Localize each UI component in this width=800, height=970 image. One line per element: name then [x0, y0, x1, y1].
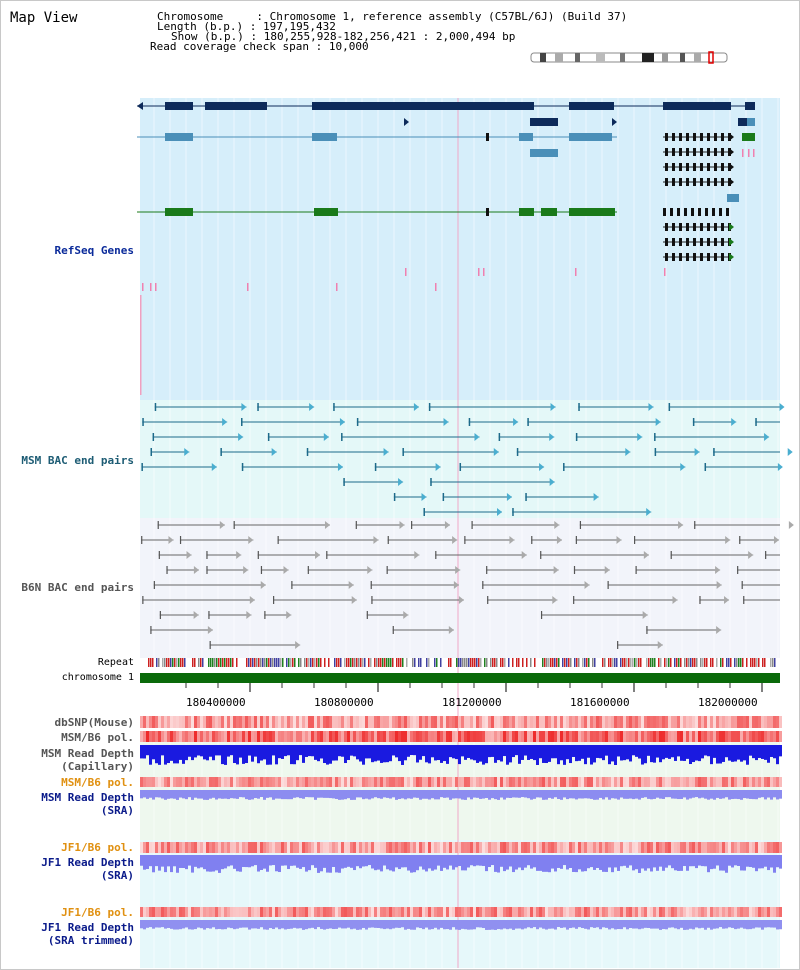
jf1-pol-label: JF1/B6 pol.	[61, 841, 134, 854]
msm-depth-sra-sub: (SRA)	[100, 804, 134, 817]
length-label: Length (b.p.)	[157, 20, 244, 33]
page-title: Map View	[10, 10, 78, 26]
b6n-bac-pairs[interactable]	[141, 521, 800, 649]
repeat-track[interactable]	[148, 658, 776, 667]
length-value: 197,195,432	[262, 20, 336, 33]
axis-tick-label: 182000000	[698, 696, 758, 709]
msm-bac-track-bg	[140, 400, 780, 518]
show-value: 180,255,928-182,256,421 : 2,000,494 bp	[263, 30, 516, 43]
chromosome-label-track: chromosome 1	[61, 672, 134, 683]
dbsnp-label: dbSNP(Mouse)	[54, 716, 134, 729]
refseq-genes-label: RefSeq Genes	[54, 244, 134, 257]
jf1-depth-trim-label: JF1 Read Depth	[41, 921, 134, 934]
grid-lines	[153, 98, 779, 968]
msm-bac-pairs[interactable]	[141, 403, 800, 516]
show-info: Show (b.p.) : 180,255,928-182,256,421 : …	[171, 30, 516, 43]
refseq-ticks	[140, 149, 755, 395]
gene-stacks[interactable]	[663, 133, 755, 261]
chromosome-info: Chromosome : Chromosome 1, reference ass…	[157, 10, 628, 23]
axis-tick-label: 180400000	[186, 696, 246, 709]
b6n-bac-track-bg	[140, 518, 780, 658]
repeat-label: Repeat	[97, 657, 134, 668]
msm-depth-sra-label: MSM Read Depth	[41, 791, 134, 804]
heat-tracks[interactable]	[140, 716, 782, 917]
coverage-label: Read coverage check span	[150, 40, 309, 53]
axis-tick-label: 181200000	[442, 696, 502, 709]
jf1-depth-sra-sub: (SRA)	[100, 869, 134, 882]
refseq-track-bg	[140, 98, 780, 400]
jf1-pol-label-2: JF1/B6 pol.	[61, 906, 134, 919]
chromosome-label: Chromosome	[157, 10, 224, 23]
msm-depth-capillary-label: MSM Read Depth	[41, 747, 134, 760]
msm-pol-label: MSM/B6 pol.	[61, 731, 134, 744]
coverage-info: Read coverage check span : 10,000	[150, 40, 369, 53]
axis-tick-label: 180800000	[314, 696, 374, 709]
show-label: Show (b.p.)	[171, 30, 244, 43]
chromosome-bar[interactable]	[140, 673, 780, 683]
refseq-genes[interactable]	[137, 102, 755, 216]
depth-tracks[interactable]	[140, 745, 782, 930]
jf1-depth-sra-label: JF1 Read Depth	[41, 856, 134, 869]
msm-pol-label-2: MSM/B6 pol.	[61, 776, 134, 789]
axis-tick-marks	[185, 683, 763, 692]
jf1-depth-trim-sub: (SRA trimmed)	[47, 934, 134, 947]
coverage-value: 10,000	[328, 40, 369, 53]
msm-depth-capillary-sub: (Capillary)	[61, 760, 134, 773]
chromosome-value: Chromosome 1, reference assembly (C57BL/…	[269, 10, 628, 23]
msm-bac-label: MSM BAC end pairs	[21, 454, 134, 467]
length-info: Length (b.p.) : 197,195,432	[157, 20, 336, 33]
b6n-bac-label: B6N BAC end pairs	[21, 581, 134, 594]
axis-tick-label: 181600000	[570, 696, 630, 709]
chromosome-ideogram[interactable]	[530, 51, 728, 64]
